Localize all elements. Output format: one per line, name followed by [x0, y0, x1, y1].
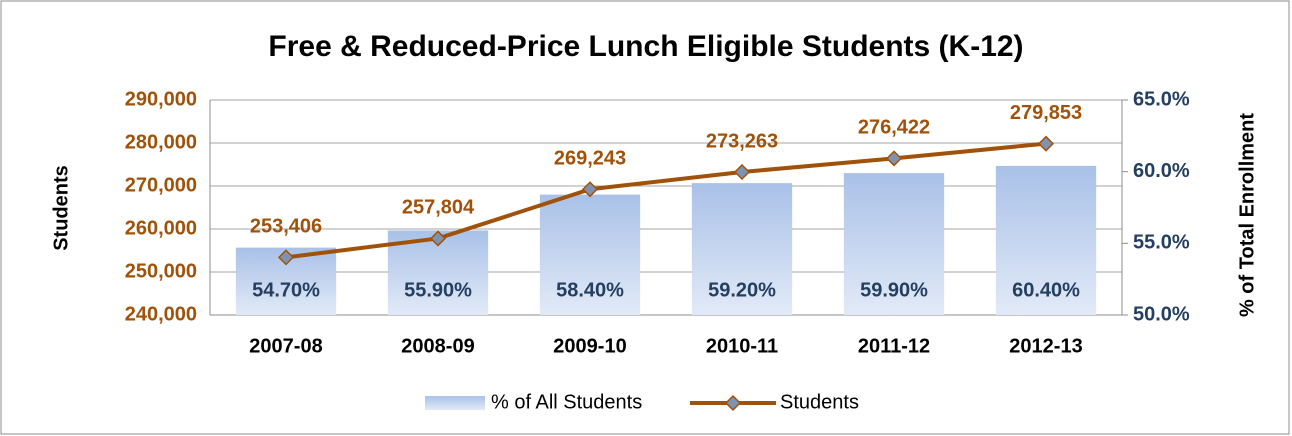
- bar-value-label: 54.70%: [252, 279, 320, 301]
- line-value-label: 273,263: [706, 130, 778, 152]
- x-tick-label: 2008-09: [401, 335, 474, 357]
- x-tick-label: 2011-12: [858, 335, 930, 357]
- legend-label: % of All Students: [491, 391, 642, 413]
- bar: [995, 165, 1097, 315]
- y2-tick-label: 65.0%: [1133, 88, 1190, 110]
- bar-value-label: 59.90%: [860, 279, 928, 301]
- x-tick-label: 2009-10: [553, 335, 626, 357]
- line-value-label: 276,422: [858, 117, 930, 139]
- y-tick-label: 290,000: [125, 88, 197, 110]
- y2-tick-label: 55.0%: [1133, 232, 1190, 254]
- bar: [539, 194, 641, 315]
- x-tick-label: 2007-08: [249, 335, 322, 357]
- y-tick-label: 250,000: [125, 260, 197, 282]
- line-value-label: 269,243: [554, 148, 626, 170]
- legend-label: Students: [780, 391, 859, 413]
- marker: [581, 181, 599, 198]
- line-value-label: 279,853: [1010, 102, 1082, 124]
- y-tick-label: 240,000: [125, 303, 197, 325]
- line: [285, 141, 1047, 260]
- line-value-label: 253,406: [250, 216, 322, 238]
- x-tick-label: 2012-13: [1009, 335, 1082, 357]
- bar: [691, 183, 793, 315]
- y2-tick-label: 50.0%: [1133, 303, 1190, 325]
- marker: [1037, 135, 1055, 152]
- bar: [843, 173, 945, 315]
- bar-value-label: 55.90%: [404, 279, 472, 301]
- y-axis-title: Students: [50, 165, 72, 251]
- y2-tick-label: 60.0%: [1133, 160, 1190, 182]
- marker: [277, 249, 295, 266]
- y-tick-label: 260,000: [125, 217, 197, 239]
- legend-swatch: [425, 396, 485, 410]
- legend-marker: [724, 394, 742, 412]
- marker: [733, 163, 751, 181]
- bar-value-label: 58.40%: [556, 279, 624, 301]
- x-tick-label: 2010-11: [706, 335, 778, 357]
- marker: [885, 150, 903, 167]
- line-value-label: 257,804: [402, 197, 475, 219]
- bar-value-label: 59.20%: [708, 279, 776, 301]
- marker: [429, 230, 447, 247]
- bar-value-label: 60.40%: [1012, 279, 1080, 301]
- chart-title: Free & Reduced-Price Lunch Eligible Stud…: [268, 30, 1023, 63]
- y2-axis-title: % of Total Enrollment: [1236, 113, 1258, 317]
- y-tick-label: 270,000: [125, 174, 197, 196]
- y-tick-label: 280,000: [125, 131, 197, 153]
